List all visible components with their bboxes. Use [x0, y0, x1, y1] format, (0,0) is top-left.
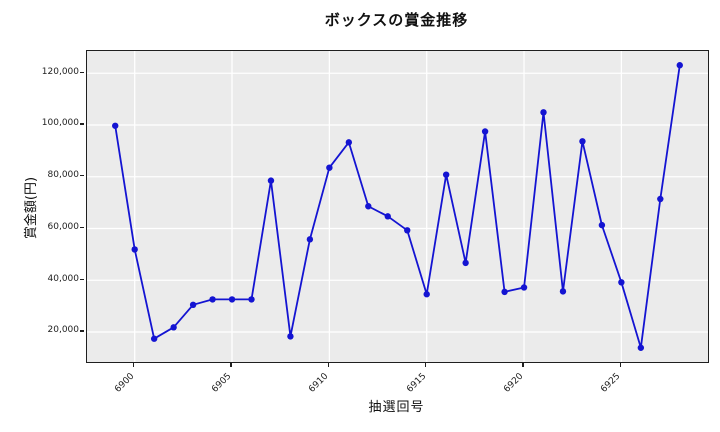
data-point-marker: [248, 296, 255, 303]
y-tick-mark: [80, 226, 85, 229]
data-point-marker: [306, 236, 314, 243]
y-tick-mark: [80, 123, 85, 125]
data-point-marker: [657, 195, 664, 203]
data-point-marker: [131, 246, 138, 253]
data-point-marker: [228, 296, 236, 303]
data-point-marker: [423, 291, 430, 298]
x-tick-mark: [327, 362, 329, 367]
x-tick-mark: [425, 362, 427, 367]
data-point-marker: [326, 164, 333, 171]
x-tick-label: 6910: [307, 371, 331, 395]
y-tick-label: 40,000: [47, 273, 80, 284]
x-tick-label: 6925: [599, 371, 623, 395]
x-tick-label: 6900: [112, 371, 137, 395]
data-point-marker: [189, 301, 197, 309]
data-point-marker: [442, 171, 450, 178]
data-point-marker: [540, 109, 547, 116]
y-tick-label: 80,000: [47, 170, 80, 181]
x-tick-label: 6905: [210, 371, 234, 395]
data-point-marker: [345, 139, 353, 146]
x-tick-mark: [619, 362, 621, 367]
data-point-marker: [287, 333, 294, 340]
data-point-marker: [267, 177, 275, 184]
y-tick-mark: [80, 175, 85, 177]
x-tick-label: 6920: [502, 371, 526, 395]
chart-title: ボックスの賞金推移: [324, 11, 469, 29]
data-point-marker: [520, 284, 528, 291]
data-point-marker: [481, 128, 489, 135]
y-tick-label: 20,000: [47, 325, 80, 336]
y-tick-mark: [80, 330, 85, 332]
data-point-marker: [404, 227, 411, 234]
line-chart-svg: [87, 51, 708, 362]
x-tick-label: 6915: [404, 371, 429, 395]
data-point-marker: [384, 213, 391, 220]
data-point-marker: [150, 335, 158, 342]
data-point-marker: [209, 296, 216, 303]
data-point-marker: [579, 138, 586, 145]
y-tick-mark: [80, 278, 85, 280]
data-point-marker: [637, 344, 645, 351]
data-point-marker: [365, 203, 372, 210]
data-point-marker: [170, 324, 177, 331]
data-point-marker: [559, 288, 567, 295]
data-point-marker: [112, 122, 119, 129]
data-point-marker: [676, 62, 683, 69]
y-tick-label: 100,000: [41, 118, 79, 129]
x-tick-mark: [133, 362, 135, 367]
x-axis-label: 抽選回号: [368, 400, 425, 415]
x-tick-mark: [230, 362, 232, 367]
data-point-marker: [501, 288, 508, 296]
y-tick-label: 60,000: [47, 221, 80, 232]
data-point-marker: [618, 279, 625, 286]
plot-area: [86, 50, 709, 363]
y-tick-mark: [80, 71, 85, 73]
data-point-marker: [598, 221, 606, 229]
prize-line-series: [114, 64, 681, 349]
x-tick-mark: [522, 362, 524, 367]
data-point-marker: [462, 259, 469, 267]
y-tick-label: 120,000: [41, 66, 79, 77]
